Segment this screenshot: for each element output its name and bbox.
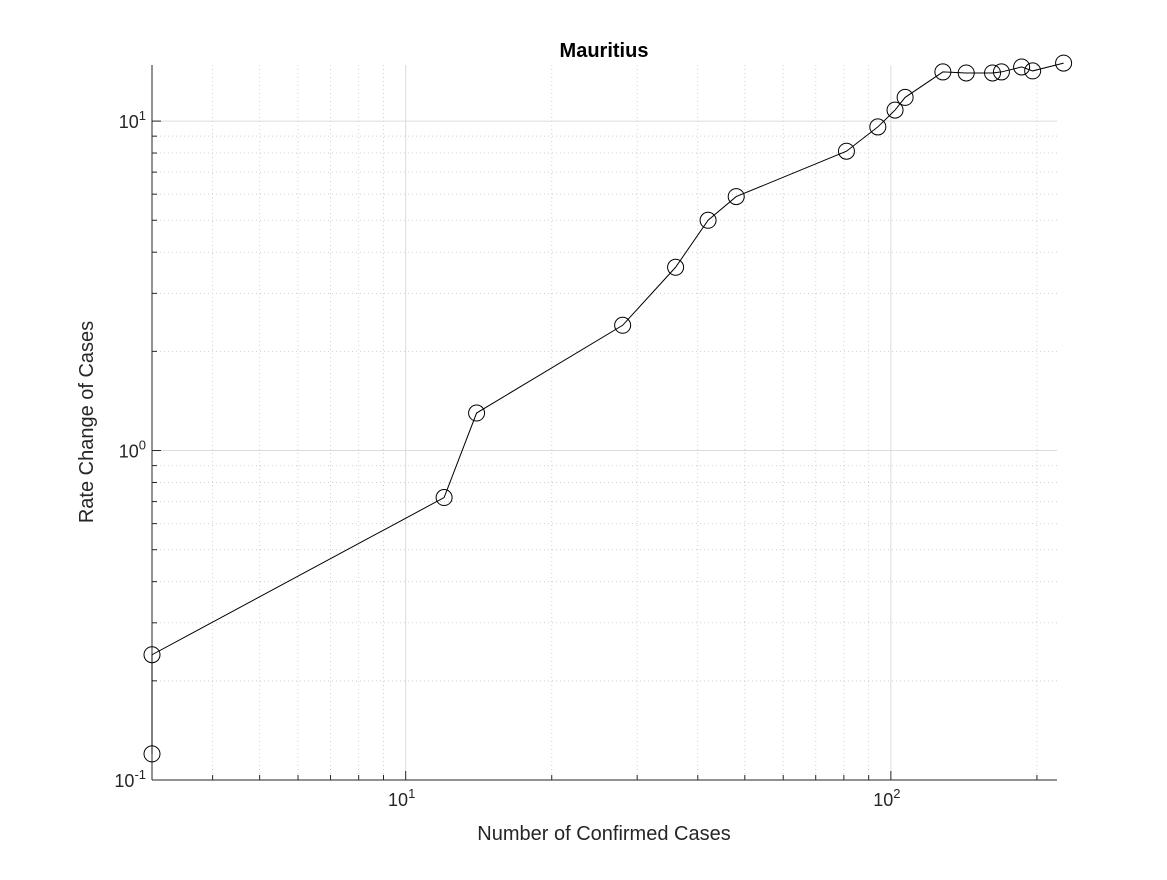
x-tick-label: 102	[873, 786, 900, 810]
data-point	[886, 101, 904, 119]
data-point	[837, 142, 855, 160]
y-tick-label: 100	[119, 438, 146, 462]
ticks: 101 102 10-1 100 101	[114, 108, 1038, 810]
data-point	[984, 64, 1002, 82]
x-tick-label: 101	[388, 786, 415, 810]
data-point	[667, 258, 685, 276]
y-tick-label: 10-1	[114, 767, 146, 791]
series-line	[151, 62, 1064, 754]
data-point	[727, 188, 745, 206]
chart-title: Mauritius	[560, 40, 649, 62]
data-point	[468, 404, 486, 422]
data-point	[143, 745, 161, 763]
data-point	[143, 646, 161, 664]
series-layer	[143, 54, 1073, 763]
data-point	[869, 118, 887, 136]
data-point	[1024, 62, 1042, 80]
data-point	[435, 489, 453, 507]
x-axis-label: Number of Confirmed Cases	[477, 823, 730, 845]
data-point	[614, 316, 632, 334]
data-point	[992, 63, 1010, 81]
y-axis-label: Rate Change of Cases	[76, 321, 98, 523]
minor-grid	[151, 65, 1057, 780]
data-point	[699, 211, 717, 229]
y-tick-label: 101	[119, 108, 146, 132]
data-point	[934, 63, 952, 81]
data-point	[1055, 54, 1073, 72]
data-point	[1013, 58, 1031, 76]
data-point	[896, 88, 914, 106]
data-point	[957, 64, 975, 82]
